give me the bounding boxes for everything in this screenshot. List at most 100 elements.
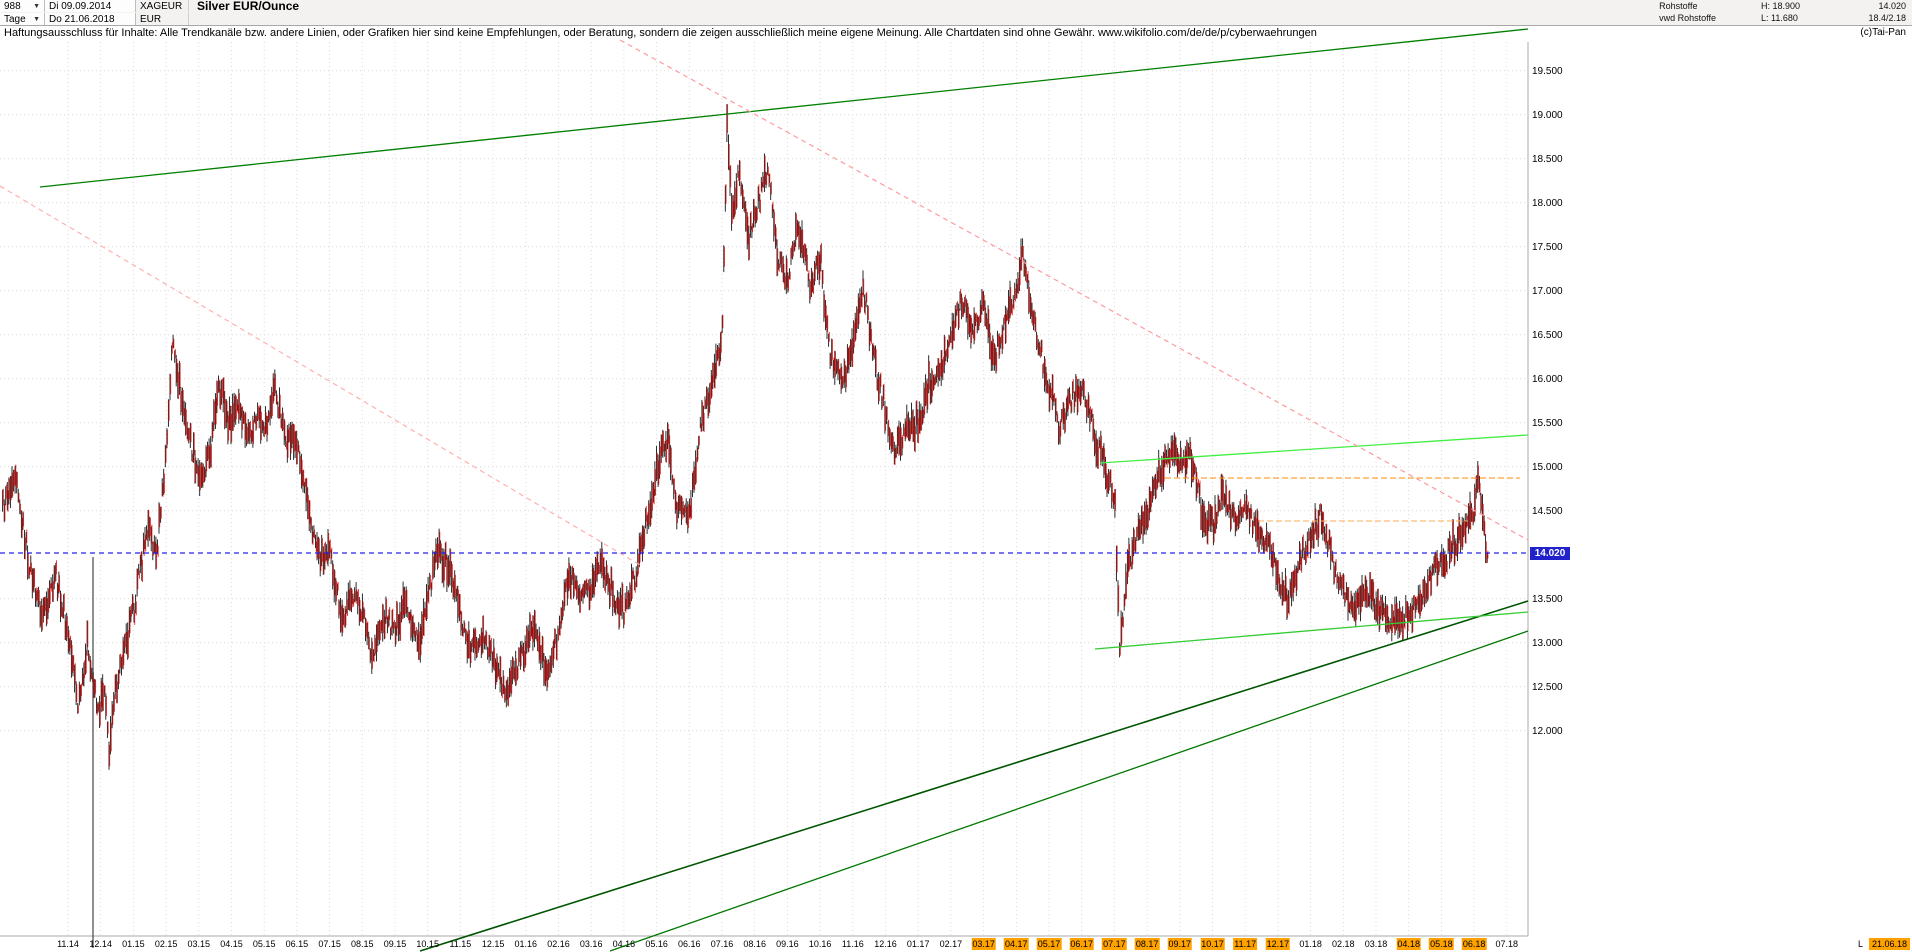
x-axis-label: 12.16 — [874, 939, 897, 949]
instrument-title: Silver EUR/Ounce — [197, 0, 300, 13]
trendlines[interactable] — [0, 28, 1529, 952]
x-axis-label: 03.16 — [579, 939, 603, 949]
copyright-label: (c)Tai-Pan — [1860, 27, 1906, 38]
chart-number-dropdown[interactable]: 988 ▼ — [0, 0, 45, 12]
x-axis-label: 12.14 — [89, 939, 112, 949]
x-axis-label: 05.15 — [252, 939, 276, 949]
y-axis-label: 15.000 — [1532, 461, 1563, 473]
high-low-labels: H: 18.900 L: 11.680 — [1761, 0, 1800, 25]
x-axis-label: 07.15 — [318, 939, 341, 949]
low-value: L: 11.680 — [1760, 13, 1798, 23]
x-axis-label: 01.15 — [122, 939, 145, 949]
x-axis-label: 06.15 — [285, 939, 309, 949]
x-axis-label: 02.18 — [1332, 939, 1355, 949]
y-axis-label: 16.500 — [1532, 329, 1563, 341]
trendline[interactable] — [0, 185, 641, 566]
x-axis-label: 12.17 — [1265, 938, 1291, 950]
x-axis-label: 05.17 — [1036, 938, 1062, 950]
y-axis-label: 12.500 — [1532, 681, 1563, 693]
last-date-value: 21.06.18 — [1868, 938, 1910, 950]
x-axis: 11.14 12.14 01.15 02.15 03.15 04.15 05.15 06.15… — [0, 937, 1912, 952]
high-value: H: 18.900 — [1760, 1, 1800, 11]
x-axis-label: 11.14 — [57, 939, 79, 949]
x-axis-label: 08.16 — [743, 939, 766, 949]
start-date-field[interactable]: Di 09.09.2014 — [45, 0, 136, 12]
toolbar: 988 ▼ Di 09.09.2014 XAGEUR Silver EUR/Ou… — [0, 0, 1912, 26]
chart-number: 988 — [4, 0, 21, 12]
currency-label: EUR — [136, 13, 189, 25]
current-price-label: 14.020 — [1530, 547, 1570, 560]
x-axis-label: 11.15 — [449, 939, 472, 949]
x-axis-label: 03.17 — [971, 938, 996, 950]
trendline[interactable] — [1099, 434, 1529, 464]
x-axis-label: 09.15 — [383, 939, 407, 949]
symbol-label: XAGEUR — [136, 0, 189, 12]
trendline[interactable] — [419, 600, 1529, 952]
y-axis-label: 13.000 — [1532, 637, 1563, 649]
end-date: Do 21.06.2018 — [49, 13, 115, 25]
disclaimer-text: Haftungsausschluss für Inhalte: Alle Tre… — [4, 27, 1317, 39]
quote-values: 14.020 18.4/2.18 — [1868, 0, 1906, 25]
x-axis-label: 04.17 — [1004, 938, 1029, 950]
x-axis-label: 12.15 — [481, 939, 505, 949]
x-axis-label: 03.18 — [1364, 939, 1388, 949]
feed-labels: Rohstoffe vwd Rohstoffe — [1659, 0, 1716, 25]
period-label: Tage — [4, 13, 26, 25]
y-axis-label: 16.000 — [1532, 373, 1563, 385]
x-axis-label: 06.17 — [1069, 938, 1094, 950]
last-date-prefix: L — [1857, 939, 1863, 949]
x-axis-label: 02.17 — [939, 939, 963, 949]
x-axis-label: 04.15 — [220, 939, 243, 949]
x-axis-label: 04.18 — [1396, 938, 1421, 950]
grid-lines — [0, 42, 1529, 937]
y-axis-label: 14.500 — [1532, 505, 1563, 517]
x-axis-label: 07.16 — [710, 939, 734, 949]
x-axis-label: 07.17 — [1102, 938, 1127, 950]
trendline[interactable] — [619, 39, 1529, 541]
end-date-field[interactable]: Do 21.06.2018 — [45, 13, 136, 25]
trendline[interactable] — [39, 28, 1529, 188]
x-axis-label: 05.16 — [645, 939, 668, 949]
x-axis-label: 11.17 — [1233, 938, 1258, 950]
y-axis-label: 18.500 — [1532, 153, 1563, 165]
x-axis-label: 09.17 — [1167, 938, 1193, 950]
feed-name-2: vwd Rohstoffe — [1659, 13, 1716, 23]
trendline[interactable] — [1094, 611, 1529, 650]
chevron-down-icon: ▼ — [33, 2, 40, 10]
x-axis-label: 06.16 — [678, 939, 701, 949]
range-value: 18.4/2.18 — [1868, 13, 1906, 23]
x-axis-label: 07.18 — [1495, 939, 1519, 949]
x-axis-label: 04.16 — [612, 939, 636, 949]
last-date-box: L 21.06.18 — [1858, 938, 1910, 950]
x-axis-label: 06.18 — [1461, 938, 1487, 950]
y-axis-label: 19.000 — [1532, 109, 1563, 121]
y-axis-label: 17.500 — [1532, 241, 1563, 253]
trendline[interactable] — [609, 630, 1529, 952]
y-axis-label: 17.000 — [1532, 285, 1563, 297]
last-value: 14.020 — [1878, 1, 1906, 11]
x-axis-label: 10.15 — [416, 939, 439, 949]
x-axis-label: 08.15 — [351, 939, 374, 949]
x-axis-label: 02.16 — [547, 939, 570, 949]
x-axis-label: 09.16 — [776, 939, 799, 949]
y-axis-label: 13.500 — [1532, 593, 1563, 605]
x-axis-label: 01.16 — [514, 939, 538, 949]
x-axis-label: 10.17 — [1200, 938, 1225, 950]
x-axis-label: 01.18 — [1299, 939, 1322, 949]
x-axis-label: 02.15 — [154, 939, 178, 949]
feed-name: Rohstoffe — [1659, 1, 1698, 11]
x-axis-label: 01.17 — [906, 939, 930, 949]
start-date: Di 09.09.2014 — [49, 0, 112, 12]
y-axis-label: 15.500 — [1532, 417, 1563, 429]
price-bars — [2, 104, 1489, 770]
x-axis-label: 05.18 — [1429, 938, 1454, 950]
x-axis-label: 11.16 — [841, 939, 864, 949]
chevron-down-icon: ▼ — [33, 15, 40, 23]
y-axis-label: 12.000 — [1532, 725, 1563, 737]
x-axis-label: 10.16 — [808, 939, 832, 949]
period-dropdown[interactable]: Tage ▼ — [0, 13, 45, 25]
y-axis-label: 18.000 — [1532, 197, 1563, 209]
x-axis-label: 03.15 — [187, 939, 211, 949]
